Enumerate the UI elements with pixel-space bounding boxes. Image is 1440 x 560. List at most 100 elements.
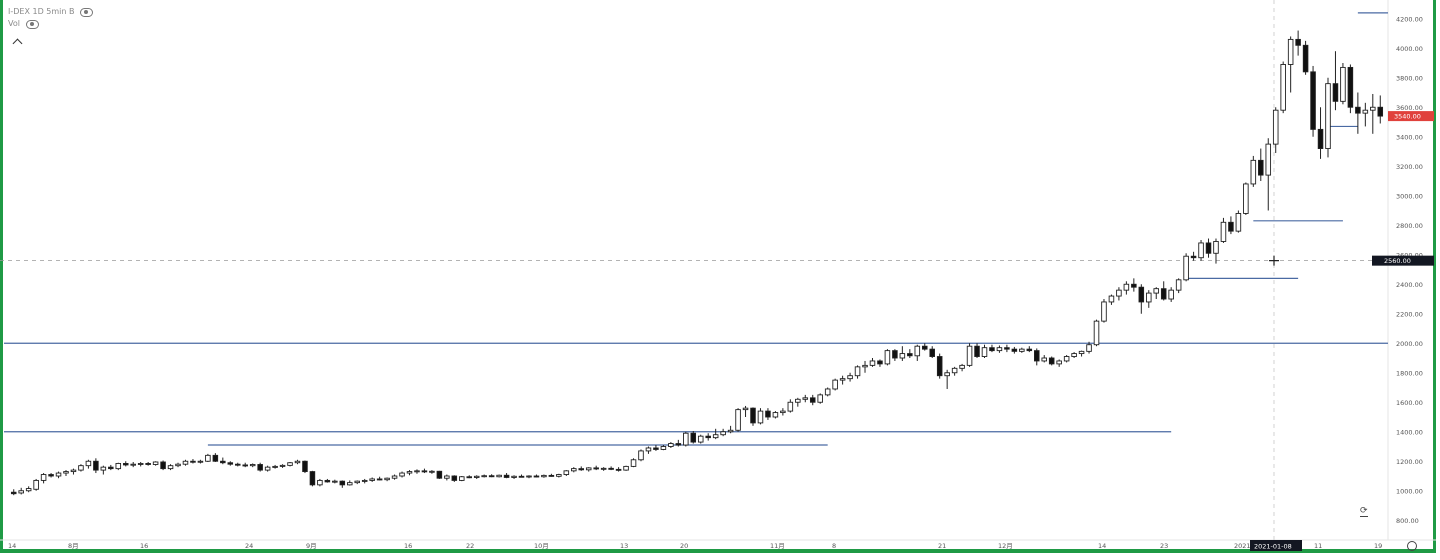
candle-body [347, 482, 353, 486]
candle-body [690, 432, 697, 443]
candle-body [160, 461, 166, 470]
candle-body [600, 467, 607, 470]
candle-body [526, 475, 532, 478]
x-tick-label: 13 [620, 542, 628, 550]
candle-body [802, 397, 809, 400]
candle-body [921, 345, 928, 350]
candle-body [1362, 109, 1369, 114]
candle-body [421, 470, 428, 473]
candle-body [1041, 357, 1047, 362]
candle-body [765, 410, 771, 418]
candle-body [85, 460, 92, 467]
candle-body [279, 464, 286, 467]
candle-body [391, 475, 398, 479]
candle-body [668, 443, 674, 447]
candle-body [145, 463, 151, 465]
candle-body [205, 454, 211, 462]
candle-body [354, 480, 360, 484]
last-price-badge [1388, 111, 1434, 122]
eye-icon[interactable] [80, 7, 94, 17]
candle-body [130, 463, 136, 466]
candle-body [1138, 286, 1145, 303]
candle-body [115, 463, 122, 470]
candle-body [227, 462, 234, 465]
candle-body [384, 477, 390, 481]
candle-body [302, 460, 308, 473]
candle-body [339, 480, 346, 486]
scroll-to-realtime-icon[interactable]: ⟳ [1360, 506, 1368, 517]
x-tick-label: 11月 [770, 542, 785, 550]
x-tick-label: 12月 [998, 542, 1013, 550]
candle-body [429, 470, 435, 473]
x-tick-label: 19 [1374, 542, 1382, 550]
candle-body [220, 460, 226, 464]
candle-body [750, 407, 756, 424]
candle-body [705, 435, 711, 439]
candle-body [40, 474, 47, 481]
symbol-info: I-DEX 1D 5min B [8, 7, 75, 16]
y-tick-label: 3200.00 [1396, 163, 1423, 171]
candle-body [496, 474, 502, 478]
candle-body [1317, 128, 1324, 149]
candle-body [175, 463, 181, 467]
candle-body [780, 410, 786, 414]
y-tick-label: 4200.00 [1396, 15, 1423, 23]
chart-legend: I-DEX 1D 5min B Vol [8, 6, 94, 30]
candle-body [1258, 159, 1264, 176]
candle-body [839, 378, 846, 381]
candle-body [167, 465, 174, 470]
candle-body [1370, 106, 1376, 111]
y-tick-label: 1400.00 [1396, 428, 1423, 436]
y-tick-label: 2000.00 [1396, 340, 1423, 348]
candle-body [1377, 106, 1384, 117]
candle-body [1183, 255, 1189, 281]
candle-body [414, 470, 420, 473]
candle-body [1190, 255, 1197, 259]
candle-body [137, 463, 144, 465]
candle-body [473, 475, 480, 478]
candle-body [93, 460, 99, 471]
candle-body [757, 410, 764, 424]
candle-body [63, 471, 69, 474]
candle-body [1340, 66, 1346, 102]
candle-body [459, 476, 465, 481]
candle-body [1048, 357, 1055, 365]
x-tick-label: 16 [404, 542, 412, 550]
x-tick-label: 8月 [68, 542, 79, 550]
candle-body [1108, 295, 1115, 303]
candle-body [1071, 353, 1077, 357]
candle-body [10, 491, 17, 495]
candle-body [197, 460, 204, 463]
candle-body [1302, 44, 1309, 73]
candle-body [862, 364, 868, 368]
candle-body [190, 460, 196, 463]
candle-body [1355, 106, 1361, 114]
candle-body [1093, 320, 1100, 346]
candle-body [1086, 344, 1092, 352]
x-tick-label: 11 [1314, 542, 1322, 550]
settings-icon[interactable] [1407, 541, 1417, 551]
candle-body [989, 347, 995, 352]
candle-body [847, 375, 853, 380]
candle-body [317, 479, 323, 486]
candle-body [742, 407, 749, 411]
candle-body [936, 356, 943, 377]
crosshair-price-label: 2560.00 [1384, 257, 1411, 265]
candle-body [376, 478, 383, 481]
y-tick-label: 2600.00 [1396, 251, 1423, 259]
y-tick-label: 2200.00 [1396, 310, 1423, 318]
x-tick-label: 23 [1160, 542, 1168, 550]
candle-body [55, 472, 62, 477]
candle-body [1347, 66, 1354, 108]
candle-body [1280, 64, 1286, 111]
candle-body [824, 388, 831, 396]
candle-body [1325, 83, 1331, 150]
candle-body [1019, 348, 1025, 352]
candle-body [907, 353, 913, 357]
eye-icon[interactable] [25, 19, 39, 29]
candle-body [1235, 212, 1242, 232]
candle-body [832, 379, 838, 390]
candle-body [959, 364, 965, 369]
candle-body [974, 345, 980, 357]
